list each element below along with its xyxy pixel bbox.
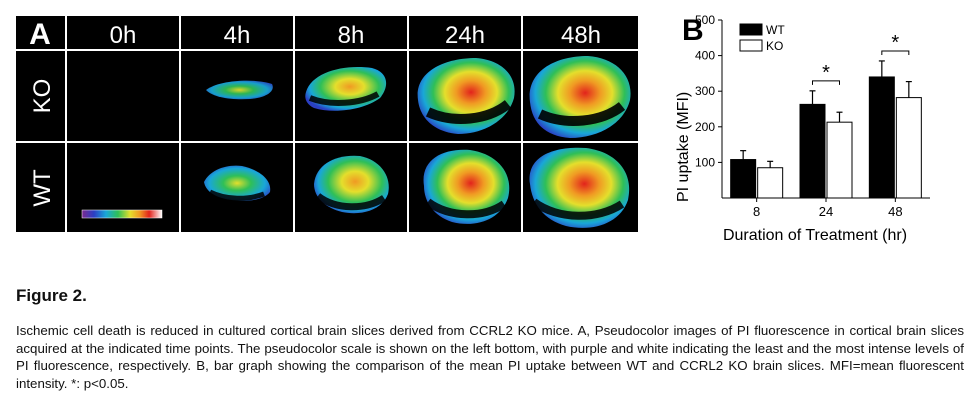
- slice-ko-48h: [529, 56, 631, 138]
- slice-wt-48h: [529, 147, 630, 228]
- legend-label-ko: KO: [766, 39, 783, 53]
- panel-b-bar-chart: B PI uptake (MFI) Duration of Treatment …: [660, 6, 970, 256]
- slice-wt-24h: [423, 149, 510, 224]
- x-axis-label: Duration of Treatment (hr): [723, 227, 907, 244]
- x-tick-label-48: 48: [888, 204, 902, 219]
- legend-label-wt: WT: [766, 23, 785, 37]
- timepoint-label-0h: 0h: [110, 22, 137, 49]
- slice-wt-8h: [314, 155, 389, 214]
- grid-lines: [14, 14, 640, 234]
- y-tick-label-400: 400: [695, 49, 715, 63]
- panel-b-label: B: [682, 14, 704, 47]
- bar-wt-48: [868, 76, 895, 199]
- bar-ko-24: [826, 121, 853, 199]
- bar-ko-48: [895, 97, 922, 199]
- timepoint-label-24h: 24h: [445, 22, 485, 49]
- slice-ko-24h: [417, 58, 515, 134]
- figure-caption: Ischemic cell death is reduced in cultur…: [16, 323, 964, 391]
- significance-bracket-24: [812, 80, 840, 85]
- significance-star-48: *: [891, 32, 899, 54]
- significance-bracket-48: [881, 50, 910, 55]
- panel-a-label: A: [29, 18, 51, 51]
- legend-swatch-ko: [739, 39, 763, 52]
- legend: WT KO: [739, 23, 785, 53]
- slice-ko-8h: [305, 67, 387, 111]
- legend-swatch-wt: [739, 23, 763, 36]
- row-label-wt: WT: [29, 169, 56, 207]
- significance-star-24: *: [822, 62, 830, 84]
- panel-a-image-grid: A 0h 4h 8h 24h 48h KO WT: [14, 14, 640, 234]
- slice-wt-4h: [204, 165, 271, 201]
- y-tick-label-300: 300: [695, 84, 715, 98]
- slice-ko-4h: [206, 80, 273, 100]
- chart-marks: 100 200 300 400 500 8 24 48 * *: [695, 13, 922, 219]
- y-tick-label-500: 500: [695, 13, 715, 27]
- y-tick-label-200: 200: [695, 120, 715, 134]
- timepoint-label-48h: 48h: [561, 22, 601, 49]
- figure-title: Figure 2.: [16, 286, 87, 305]
- timepoint-label-4h: 4h: [224, 22, 251, 49]
- bar-wt-8: [730, 159, 757, 199]
- x-tick-label-24: 24: [819, 204, 833, 219]
- bar-ko-8: [757, 167, 784, 199]
- bar-wt-24: [799, 103, 826, 199]
- y-axis-label: PI uptake (MFI): [675, 92, 692, 202]
- x-tick-label-8: 8: [753, 204, 760, 219]
- y-tick-label-100: 100: [695, 155, 715, 169]
- bar-chart-svg: B PI uptake (MFI) Duration of Treatment …: [675, 13, 930, 244]
- pseudocolor-scale-bar: [81, 209, 163, 219]
- timepoint-label-8h: 8h: [338, 22, 365, 49]
- panel-a-svg: A 0h 4h 8h 24h 48h KO WT: [14, 14, 640, 234]
- row-label-ko: KO: [29, 79, 56, 114]
